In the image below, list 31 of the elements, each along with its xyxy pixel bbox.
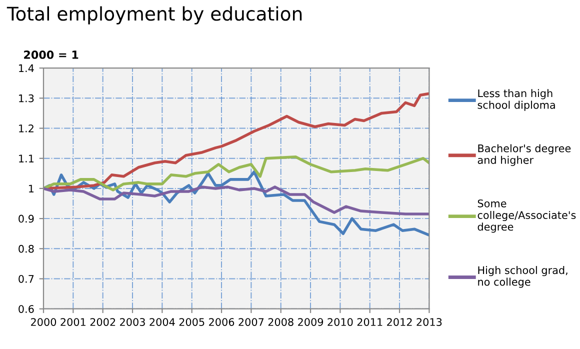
legend-label: Some college/Associate's degree xyxy=(478,199,576,233)
x-tick-label: 2013 xyxy=(416,318,442,326)
legend-label: Bachelor's degree and higher xyxy=(478,144,571,166)
y-tick-label: 0.7 xyxy=(18,274,34,283)
y-tick-label: 0.9 xyxy=(18,214,34,223)
x-tick-label: 2008 xyxy=(268,318,294,326)
line-series xyxy=(44,155,430,192)
y-tick-label: 0.8 xyxy=(18,244,34,253)
x-tick-label: 2002 xyxy=(90,318,116,326)
y-tick-label: 0.6 xyxy=(18,305,34,313)
x-tick-label: 2005 xyxy=(179,318,204,326)
x-tick-label: 2003 xyxy=(120,318,145,326)
x-tick-label: 2010 xyxy=(328,318,353,326)
x-tick-label: 2009 xyxy=(298,318,324,326)
x-tick-label: 2000 xyxy=(31,318,56,326)
y-tick-label: 1.1 xyxy=(19,154,34,162)
legend-label: Less than high school diploma xyxy=(478,89,555,111)
y-tick-label: 1.4 xyxy=(19,64,34,72)
x-tick-label: 2004 xyxy=(150,318,175,326)
x-tick-label: 2012 xyxy=(387,318,412,326)
y-tick-label: 1.2 xyxy=(19,124,34,132)
legend-label: High school grad, no college xyxy=(478,266,568,288)
y-tick-label: 1 xyxy=(28,184,34,192)
chart-title: Total employment by education xyxy=(6,6,302,24)
x-tick-label: 2007 xyxy=(238,318,264,326)
line-series xyxy=(44,186,430,216)
x-tick-label: 2001 xyxy=(60,318,86,326)
x-tick-label: 2006 xyxy=(209,318,234,326)
y-tick-label: 1.3 xyxy=(19,94,34,102)
x-tick-label: 2011 xyxy=(357,318,382,326)
y-axis-title: 2000 = 1 xyxy=(24,50,78,59)
